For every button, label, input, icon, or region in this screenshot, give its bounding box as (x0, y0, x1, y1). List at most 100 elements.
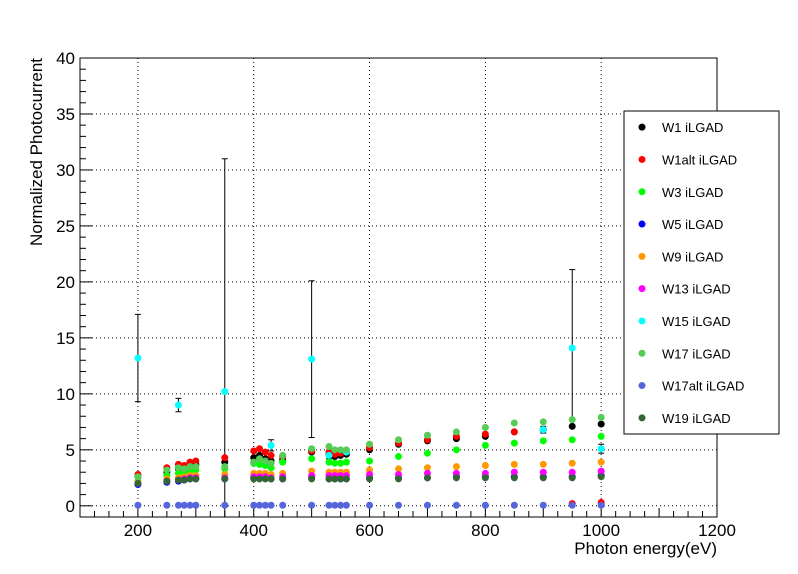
data-point (134, 479, 142, 487)
grid-lines (80, 58, 717, 517)
data-point (163, 501, 171, 509)
legend-marker (638, 285, 646, 293)
data-point (134, 354, 142, 362)
data-point (186, 501, 194, 509)
data-point (366, 440, 374, 448)
data-point (308, 501, 316, 509)
data-point (174, 501, 182, 509)
series (134, 473, 605, 487)
data-point (342, 446, 350, 454)
legend-label: W13 iLGAD (662, 282, 731, 297)
data-point (452, 474, 460, 482)
data-point (331, 475, 339, 483)
data-point (180, 465, 188, 473)
data-point (256, 501, 264, 509)
data-point (261, 448, 269, 456)
data-point (510, 474, 518, 482)
data-point (174, 476, 182, 484)
data-point (279, 458, 287, 466)
data-point (267, 475, 275, 483)
data-point (261, 475, 269, 483)
data-point (308, 445, 316, 453)
data-point (250, 501, 258, 509)
data-point (395, 436, 402, 444)
data-point (325, 451, 333, 459)
data-point (221, 475, 229, 483)
data-point (597, 458, 605, 466)
data-point (342, 475, 350, 483)
series (134, 413, 605, 481)
data-point (308, 355, 316, 363)
series (134, 501, 605, 509)
data-point (337, 446, 345, 454)
legend-label: W15 iLGAD (662, 314, 731, 329)
data-point (134, 501, 142, 509)
data-point (250, 458, 258, 466)
data-point (174, 464, 182, 472)
data-point (163, 466, 171, 474)
legend-marker (638, 382, 646, 390)
x-tick-label: 800 (471, 521, 499, 540)
data-point (481, 474, 489, 482)
data-point (325, 501, 333, 509)
data-point (342, 501, 350, 509)
x-tick-label: 200 (124, 521, 152, 540)
data-point (279, 475, 287, 483)
data-point (250, 447, 258, 455)
data-point (452, 501, 460, 509)
data-point (481, 430, 489, 438)
data-point (337, 475, 345, 483)
data-point (539, 474, 547, 482)
data-point (597, 445, 605, 453)
data-point (256, 455, 264, 463)
data-point (452, 446, 460, 454)
data-point (597, 413, 605, 421)
data-point (510, 460, 518, 468)
data-point (267, 451, 275, 459)
legend-marker (638, 123, 646, 131)
data-points (134, 344, 605, 509)
legend-marker (638, 252, 646, 260)
data-point (331, 446, 339, 454)
data-point (423, 431, 431, 439)
data-point (452, 463, 460, 471)
data-point (256, 445, 264, 453)
y-tick-label: 0 (66, 497, 75, 516)
data-point (186, 475, 194, 483)
data-point (261, 457, 269, 465)
data-point (481, 423, 489, 431)
data-point (331, 459, 339, 467)
data-point (452, 428, 460, 436)
x-tick-label: 1000 (582, 521, 620, 540)
x-tick-labels: 200 400 600 800 1000 1200 (124, 521, 736, 540)
data-point (279, 451, 287, 459)
data-point (256, 475, 264, 483)
data-point (267, 501, 275, 509)
data-point (180, 501, 188, 509)
y-tick-label: 15 (56, 329, 75, 348)
data-point (395, 453, 402, 461)
legend-label: W1 iLGAD (662, 120, 723, 135)
data-point (423, 464, 431, 472)
data-point (337, 501, 345, 509)
legend-marker (638, 414, 646, 422)
data-point (568, 468, 576, 476)
data-point (539, 418, 547, 426)
legend-box (623, 110, 780, 435)
data-point (597, 432, 605, 440)
data-point (192, 457, 200, 465)
plot-frame (79, 57, 718, 518)
data-point (568, 416, 576, 424)
data-point (192, 501, 200, 509)
data-point (366, 501, 374, 509)
data-point (395, 501, 402, 509)
legend-label: W9 iLGAD (662, 249, 723, 264)
data-point (366, 457, 374, 465)
data-point (568, 344, 576, 352)
data-point (267, 459, 275, 467)
data-point (510, 428, 518, 436)
legend-marker (638, 188, 646, 196)
data-point (539, 426, 547, 434)
data-point (539, 437, 547, 445)
data-point (308, 475, 316, 483)
